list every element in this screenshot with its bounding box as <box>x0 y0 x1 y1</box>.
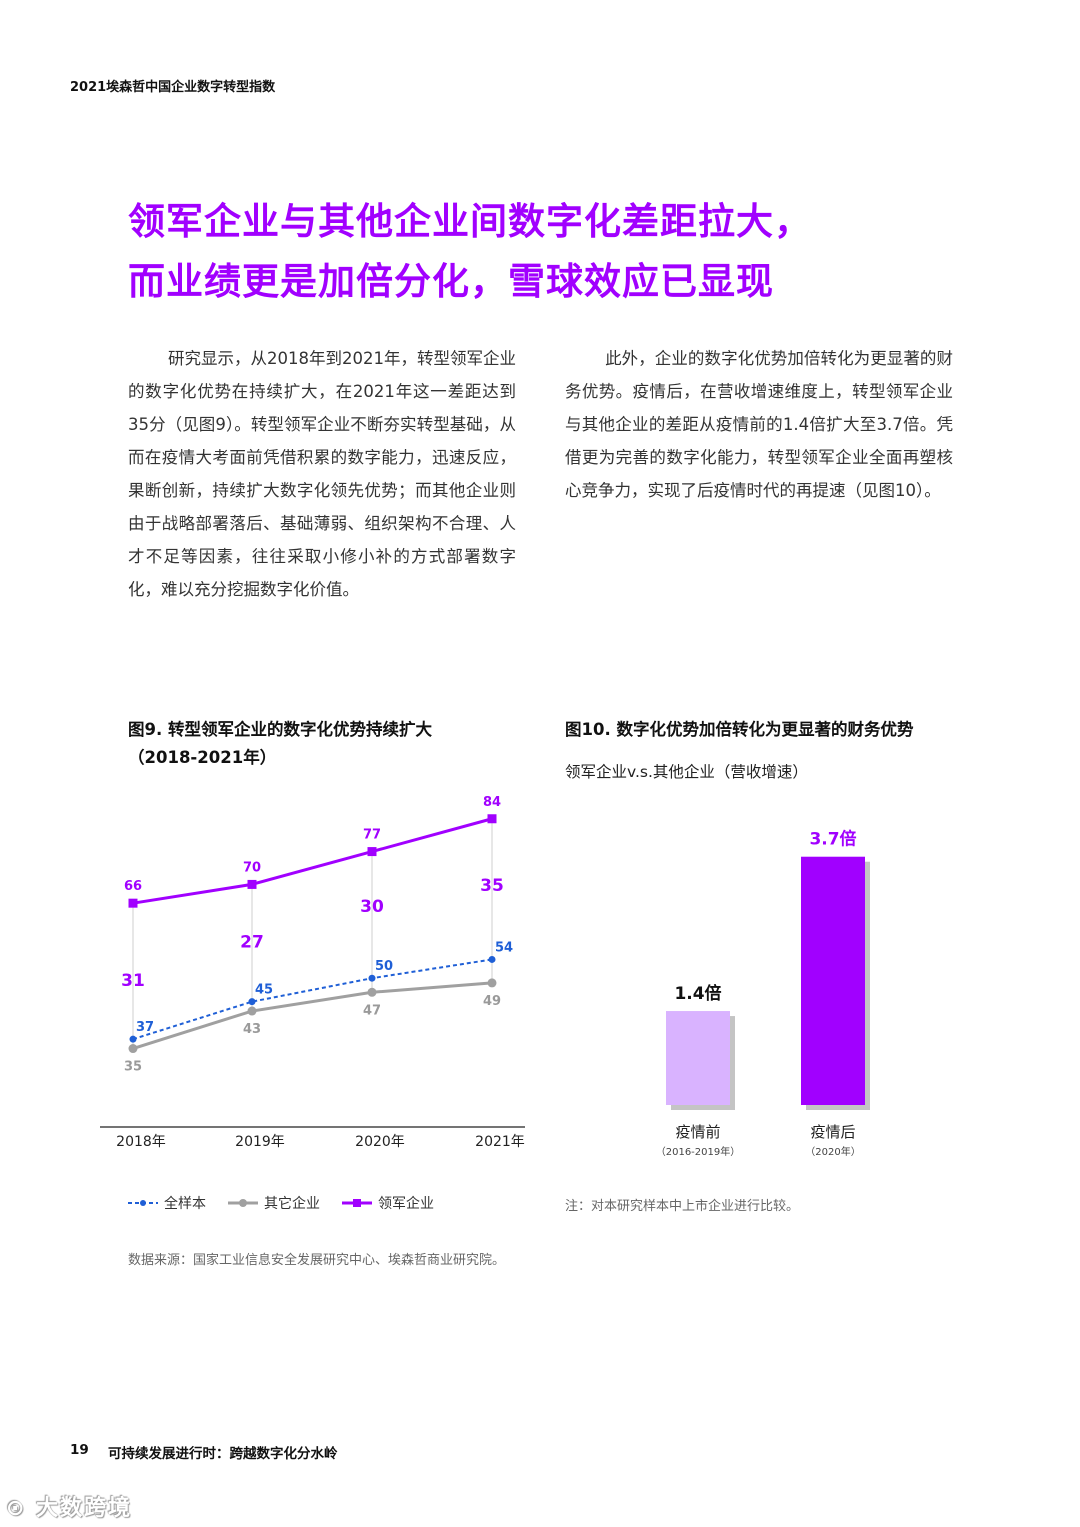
legend-label-others: 其它企业 <box>264 1196 320 1212</box>
gap-label: 31 <box>121 971 145 991</box>
right-paragraph-text: 此外，企业的数字化优势加倍转化为更显著的财务优势。疫情后，在营收增速维度上，转型… <box>565 349 953 500</box>
x-tick-label: 2019年 <box>235 1134 285 1150</box>
data-label-others: 47 <box>363 1003 381 1018</box>
bar-value-label: 3.7倍 <box>809 829 856 850</box>
point-others <box>247 1006 257 1016</box>
point-leaders <box>367 847 377 857</box>
legend-item-others: 其它企业 <box>228 1193 320 1213</box>
data-label-leaders: 77 <box>363 828 381 843</box>
legend-swatch-all <box>128 1200 158 1206</box>
data-label-leaders: 70 <box>243 860 261 875</box>
data-label-leaders: 84 <box>483 795 501 810</box>
legend-item-leaders: 领军企业 <box>342 1193 434 1213</box>
data-label-others: 35 <box>124 1060 142 1075</box>
point-all <box>368 974 376 982</box>
point-leaders <box>487 814 497 824</box>
headline: 领军企业与其他企业间数字化差距拉大， 而业绩更是加倍分化，雪球效应已显现 <box>128 192 928 312</box>
bar-category-label: 疫情前 <box>675 1123 720 1141</box>
bar-sublabel: （2016-2019年） <box>656 1145 741 1158</box>
gap-label: 27 <box>240 933 264 953</box>
fig9-title-line-2: （2018-2021年） <box>128 748 277 767</box>
bar <box>666 1011 730 1105</box>
headline-line-1: 领军企业与其他企业间数字化差距拉大， <box>128 200 812 243</box>
series-line-others <box>132 981 493 1050</box>
footer-title: 可持续发展进行时：跨越数字化分水岭 <box>108 1446 338 1462</box>
legend-swatch-leaders <box>342 1199 372 1207</box>
data-label-all: 45 <box>255 983 273 998</box>
point-others <box>367 987 377 997</box>
legend-swatch-others <box>228 1199 258 1207</box>
headline-line-2: 而业绩更是加倍分化，雪球效应已显现 <box>128 260 774 303</box>
gap-label: 35 <box>480 876 504 896</box>
fig9-title: 图9. 转型领军企业的数字化优势持续扩大 （2018-2021年） <box>128 716 528 772</box>
header-title: 2021埃森哲中国企业数字转型指数 <box>70 80 276 95</box>
point-all <box>129 1035 137 1043</box>
data-label-all: 54 <box>495 940 513 955</box>
bar <box>801 856 865 1105</box>
point-others <box>487 978 497 988</box>
x-tick-label: 2018年 <box>116 1134 166 1150</box>
fig9-title-line-1: 图9. 转型领军企业的数字化优势持续扩大 <box>128 720 432 739</box>
fig10-note: 注：对本研究样本中上市企业进行比较。 <box>565 1199 800 1214</box>
point-others <box>128 1044 138 1054</box>
bar-category-label: 疫情后 <box>810 1123 855 1141</box>
left-paragraph: 研究显示，从2018年到2021年，转型领军企业的数字化优势在持续扩大，在202… <box>128 342 516 606</box>
point-leaders <box>247 879 257 889</box>
bar-value-label: 1.4倍 <box>674 983 721 1004</box>
series-line-all <box>132 958 493 1041</box>
legend-label-all: 全样本 <box>164 1196 206 1212</box>
gap-label: 30 <box>360 897 384 917</box>
series-line-leaders <box>132 817 493 905</box>
data-label-all: 50 <box>375 959 393 974</box>
fig9-legend: 全样本 其它企业 领军企业 <box>128 1193 434 1213</box>
x-tick-label: 2020年 <box>355 1134 405 1150</box>
fig10-subtitle: 领军企业v.s.其他企业（营收增速） <box>565 763 808 781</box>
fig10-title: 图10. 数字化优势加倍转化为更显著的财务优势 <box>565 720 914 739</box>
fig9-line-chart: 2018年 2019年 2020年 2021年 35 43 47 49 37 45 50 54 66 70… <box>100 795 525 1150</box>
legend-item-all: 全样本 <box>128 1193 206 1213</box>
point-leaders <box>128 898 138 908</box>
data-label-all: 37 <box>136 1020 154 1035</box>
left-paragraph-text: 研究显示，从2018年到2021年，转型领军企业的数字化优势在持续扩大，在202… <box>128 349 516 599</box>
data-source: 数据来源：国家工业信息安全发展研究中心、埃森哲商业研究院。 <box>128 1253 506 1268</box>
bar-sublabel: （2020年） <box>805 1145 860 1158</box>
point-all <box>248 998 256 1006</box>
data-label-leaders: 66 <box>124 879 142 894</box>
data-label-others: 49 <box>483 994 501 1009</box>
right-paragraph: 此外，企业的数字化优势加倍转化为更显著的财务优势。疫情后，在营收增速维度上，转型… <box>565 342 953 507</box>
data-label-others: 43 <box>243 1022 261 1037</box>
point-all <box>488 955 496 963</box>
x-tick-label: 2021年 <box>475 1134 525 1150</box>
page-number: 19 <box>70 1442 89 1458</box>
legend-label-leaders: 领军企业 <box>378 1196 434 1212</box>
watermark-logo: ⊙ 大数跨境 <box>6 1496 133 1521</box>
